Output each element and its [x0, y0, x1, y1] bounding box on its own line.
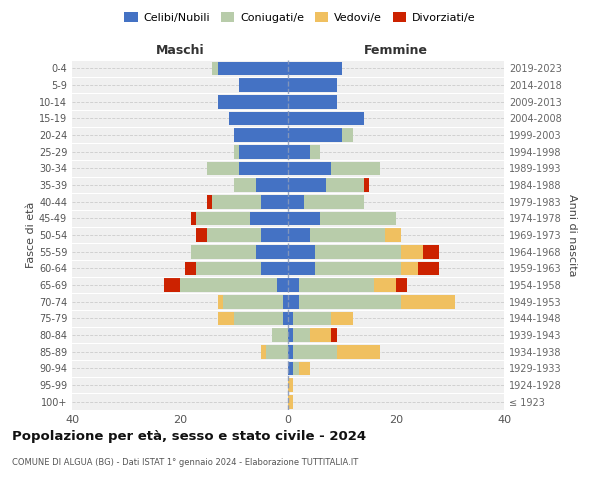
- Bar: [337, 345, 380, 358]
- Bar: [331, 328, 337, 342]
- Bar: [283, 295, 288, 308]
- Text: COMUNE DI ALGUA (BG) - Dati ISTAT 1° gennaio 2024 - Elaborazione TUTTITALIA.IT: COMUNE DI ALGUA (BG) - Dati ISTAT 1° gen…: [12, 458, 358, 467]
- Bar: [196, 228, 207, 242]
- Bar: [299, 278, 374, 292]
- Bar: [288, 212, 320, 225]
- Bar: [320, 212, 396, 225]
- Bar: [401, 245, 423, 258]
- Bar: [288, 78, 337, 92]
- Bar: [299, 362, 310, 375]
- Bar: [288, 112, 364, 125]
- Bar: [185, 262, 196, 275]
- Bar: [191, 245, 256, 258]
- Bar: [288, 245, 315, 258]
- Bar: [218, 295, 223, 308]
- Bar: [288, 295, 299, 308]
- Bar: [196, 262, 261, 275]
- Bar: [288, 395, 293, 408]
- Bar: [288, 328, 293, 342]
- Bar: [207, 228, 261, 242]
- Bar: [212, 62, 218, 75]
- Bar: [374, 278, 396, 292]
- Bar: [277, 278, 288, 292]
- Bar: [261, 195, 288, 208]
- Bar: [288, 145, 310, 158]
- Bar: [401, 262, 418, 275]
- Bar: [288, 345, 293, 358]
- Bar: [239, 78, 288, 92]
- Bar: [331, 162, 380, 175]
- Bar: [266, 345, 288, 358]
- Text: Maschi: Maschi: [155, 44, 205, 57]
- Bar: [191, 212, 196, 225]
- Bar: [283, 312, 288, 325]
- Bar: [261, 262, 288, 275]
- Bar: [196, 212, 250, 225]
- Bar: [310, 328, 331, 342]
- Bar: [180, 278, 277, 292]
- Bar: [261, 345, 266, 358]
- Bar: [401, 295, 455, 308]
- Bar: [288, 195, 304, 208]
- Bar: [288, 228, 310, 242]
- Bar: [234, 145, 239, 158]
- Bar: [207, 195, 212, 208]
- Bar: [218, 95, 288, 108]
- Bar: [364, 178, 369, 192]
- Bar: [212, 195, 261, 208]
- Y-axis label: Anni di nascita: Anni di nascita: [567, 194, 577, 276]
- Bar: [207, 162, 239, 175]
- Legend: Celibi/Nubili, Coniugati/e, Vedovi/e, Divorziati/e: Celibi/Nubili, Coniugati/e, Vedovi/e, Di…: [120, 8, 480, 28]
- Bar: [310, 145, 320, 158]
- Bar: [315, 262, 401, 275]
- Y-axis label: Fasce di età: Fasce di età: [26, 202, 36, 268]
- Bar: [229, 112, 288, 125]
- Text: Popolazione per età, sesso e stato civile - 2024: Popolazione per età, sesso e stato civil…: [12, 430, 366, 443]
- Bar: [261, 228, 288, 242]
- Bar: [288, 362, 293, 375]
- Bar: [288, 178, 326, 192]
- Bar: [234, 178, 256, 192]
- Bar: [239, 162, 288, 175]
- Bar: [256, 178, 288, 192]
- Bar: [418, 262, 439, 275]
- Bar: [256, 245, 288, 258]
- Bar: [164, 278, 180, 292]
- Bar: [299, 295, 401, 308]
- Bar: [288, 95, 337, 108]
- Bar: [326, 178, 364, 192]
- Bar: [288, 312, 293, 325]
- Bar: [218, 312, 234, 325]
- Bar: [293, 312, 331, 325]
- Bar: [234, 128, 288, 142]
- Bar: [288, 278, 299, 292]
- Text: Femmine: Femmine: [364, 44, 428, 57]
- Bar: [423, 245, 439, 258]
- Bar: [272, 328, 288, 342]
- Bar: [288, 62, 342, 75]
- Bar: [293, 345, 337, 358]
- Bar: [250, 212, 288, 225]
- Bar: [396, 278, 407, 292]
- Bar: [288, 378, 293, 392]
- Bar: [310, 228, 385, 242]
- Bar: [288, 128, 342, 142]
- Bar: [288, 262, 315, 275]
- Bar: [234, 312, 283, 325]
- Bar: [315, 245, 401, 258]
- Bar: [223, 295, 283, 308]
- Bar: [293, 362, 299, 375]
- Bar: [239, 145, 288, 158]
- Bar: [331, 312, 353, 325]
- Bar: [385, 228, 401, 242]
- Bar: [293, 328, 310, 342]
- Bar: [288, 162, 331, 175]
- Bar: [218, 62, 288, 75]
- Bar: [342, 128, 353, 142]
- Bar: [304, 195, 364, 208]
